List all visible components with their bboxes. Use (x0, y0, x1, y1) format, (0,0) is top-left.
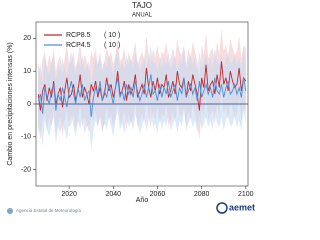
logo-text: aemet (229, 202, 255, 212)
x-tick-label: 2040 (106, 191, 122, 198)
x-axis-label: Año (136, 197, 149, 204)
range-band (38, 44, 246, 150)
chart: TAJO ANUAL Cambio en precipitaciones int… (7, 1, 255, 214)
y-tick-label: 20 (23, 35, 31, 42)
y-tick-label: -10 (21, 134, 31, 141)
logo-icon (216, 202, 228, 214)
chart-title: TAJO (132, 1, 152, 10)
y-tick-label: 0 (27, 101, 31, 108)
series-line (37, 74, 247, 118)
x-tick-label: 2060 (150, 191, 166, 198)
legend-label: RCP4.5 (66, 42, 91, 49)
footer-icon (7, 208, 13, 214)
y-tick-label: -20 (21, 166, 31, 173)
legend-count: ( 10 ) (104, 42, 120, 49)
footer-text: Agencia Estatal de Meteorología (16, 208, 82, 213)
y-axis-label: Cambio en precipitaciones intensas (%) (7, 42, 14, 165)
legend-label: RCP8.5 (66, 32, 91, 39)
y-tick-label: 10 (23, 68, 31, 75)
x-tick-label: 2100 (238, 191, 254, 198)
x-tick-label: 2080 (194, 191, 210, 198)
chart-subtitle: ANUAL (132, 13, 153, 19)
x-tick-label: 2020 (61, 191, 77, 198)
legend-count: ( 10 ) (104, 32, 120, 39)
